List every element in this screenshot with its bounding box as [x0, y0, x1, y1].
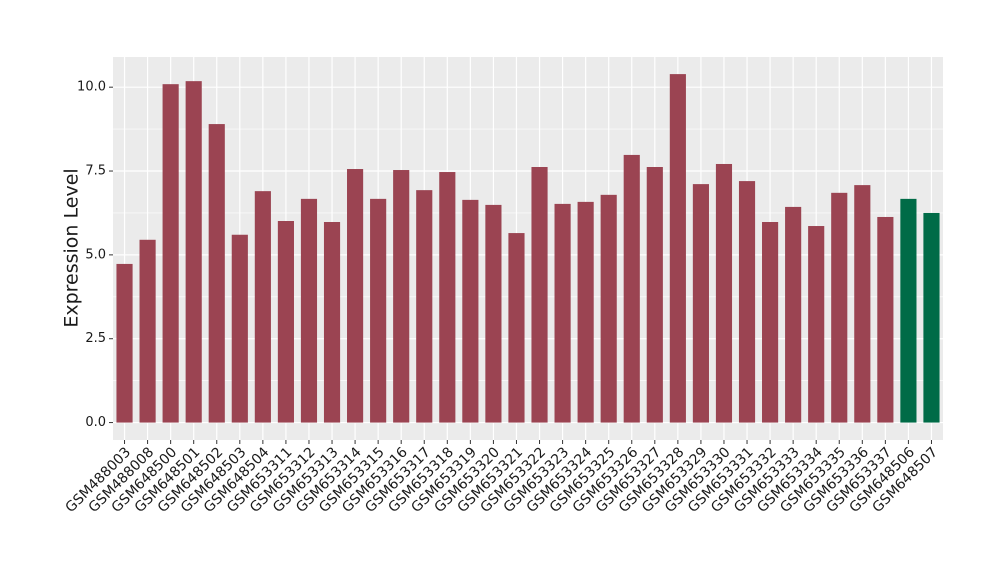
y-tick-label: 7.5 — [85, 164, 106, 179]
bar — [669, 74, 686, 423]
bar — [370, 198, 387, 423]
bar — [785, 206, 802, 423]
bar — [808, 226, 825, 423]
bar — [554, 203, 571, 423]
bar — [877, 216, 894, 423]
y-tick-label: 2.5 — [85, 331, 106, 346]
bar — [393, 170, 410, 423]
bar — [531, 167, 548, 423]
y-axis-label: Expression Level — [61, 168, 83, 327]
bar — [139, 239, 156, 423]
bar — [277, 220, 294, 423]
bar — [185, 81, 202, 423]
bar — [577, 201, 594, 423]
bar — [300, 198, 318, 423]
bar — [162, 84, 179, 423]
bar — [923, 212, 940, 423]
bar — [623, 154, 640, 423]
bar — [254, 191, 271, 423]
bar — [116, 263, 133, 423]
bar — [208, 124, 225, 423]
bar — [900, 198, 917, 423]
panel — [113, 57, 943, 440]
bar — [831, 192, 848, 423]
bar — [854, 185, 871, 423]
bar — [692, 184, 709, 423]
bar — [323, 222, 341, 423]
bar — [347, 169, 364, 423]
bar — [600, 194, 617, 423]
y-tick-label: 5.0 — [85, 247, 106, 262]
bar — [231, 234, 248, 423]
bar — [416, 190, 433, 423]
bar — [485, 204, 502, 423]
bar — [738, 181, 756, 423]
bar — [646, 167, 663, 423]
bar — [715, 163, 733, 423]
bar — [462, 199, 479, 423]
bar — [508, 233, 525, 423]
bar — [439, 172, 456, 423]
bar — [762, 222, 779, 423]
y-tick-label: 10.0 — [77, 80, 106, 95]
y-tick-label: 0.0 — [85, 415, 106, 430]
